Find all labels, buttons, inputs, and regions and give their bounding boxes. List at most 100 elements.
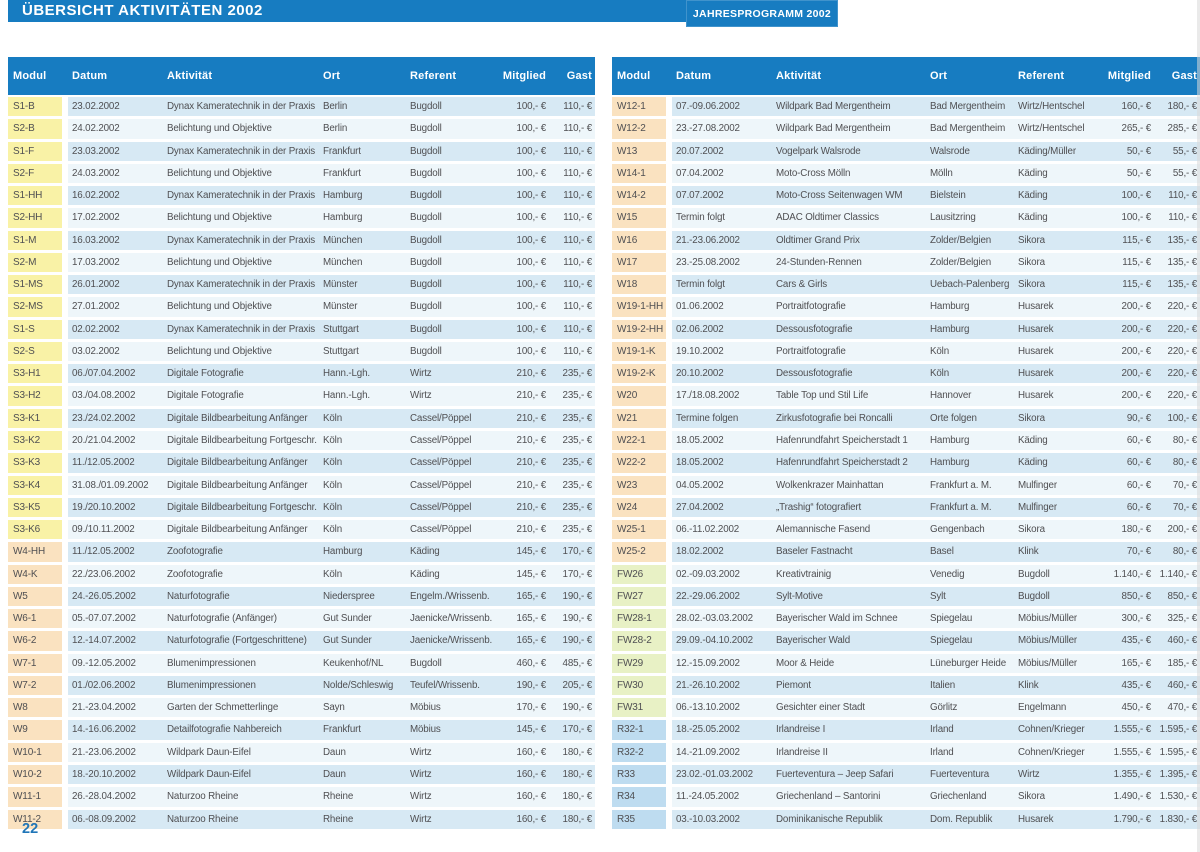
cell-modul: W7-1 bbox=[8, 653, 62, 673]
cell-mitglied: 210,- € bbox=[516, 479, 546, 491]
row-band: 23.03.2002 Dynax Kameratechnik in der Pra… bbox=[68, 141, 595, 161]
cell-aktivitaet: Wildpark Bad Mergentheim bbox=[776, 123, 891, 135]
column-header-mitglied: Mitglied bbox=[1107, 70, 1151, 82]
cell-gast: 470,- € bbox=[1167, 702, 1198, 714]
row-band: 19./20.10.2002 Digitale Bildbearbeitung F… bbox=[68, 497, 595, 518]
row-band: Termin folgt ADAC Oldtimer Classics Lausit… bbox=[672, 208, 1200, 228]
cell-mitglied: 210,- € bbox=[516, 457, 546, 469]
cell-mitglied: 50,- € bbox=[1126, 145, 1151, 157]
cell-referent: Cassel/Pöppel bbox=[410, 479, 472, 491]
cell-aktivitaet: Bayerischer Wald bbox=[776, 635, 851, 647]
cell-referent: Bugdoll bbox=[410, 190, 442, 202]
row-band: 05.-07.07.2002 Naturfotografie (Anfänger)… bbox=[68, 609, 595, 629]
cell-ort: Daun bbox=[323, 768, 346, 780]
table-row: W11-1 26.-28.04.2002 Naturzoo Rheine Rheine… bbox=[8, 787, 595, 807]
cell-referent: Sikora bbox=[1018, 412, 1045, 424]
row-band: 21.-26.10.2002 Piemont Italien Klink 435,- €… bbox=[672, 675, 1200, 696]
cell-ort: München bbox=[323, 234, 363, 246]
cell-modul: W10-1 bbox=[8, 742, 62, 762]
cell-referent: Cassel/Pöppel bbox=[410, 524, 472, 536]
cell-datum: 01.06.2002 bbox=[676, 301, 724, 313]
program-badge: JAHRESPROGRAMM 2002 bbox=[686, 0, 838, 27]
cell-ort: Gut Sunder bbox=[323, 613, 372, 625]
cell-mitglied: 160,- € bbox=[516, 768, 546, 780]
cell-mitglied: 165,- € bbox=[516, 613, 546, 625]
table-row: W6-1 05.-07.07.2002 Naturfotografie (Anfän… bbox=[8, 609, 595, 629]
row-band: 20.07.2002 Vogelpark Walsrode Walsrode Kädi… bbox=[672, 141, 1200, 161]
cell-modul: W22-2 bbox=[612, 453, 666, 473]
cell-mitglied: 1.555,- € bbox=[1113, 746, 1151, 758]
table-row: W7-1 09.-12.05.2002 Blumenimpressionen Keuk… bbox=[8, 653, 595, 673]
cell-datum: Termin folgt bbox=[676, 279, 725, 291]
cell-datum: 18.-25.05.2002 bbox=[676, 724, 740, 736]
cell-modul: W19-2-HH bbox=[612, 319, 666, 339]
cell-referent: Bugdoll bbox=[410, 212, 442, 224]
cell-gast: 110,- € bbox=[563, 145, 592, 157]
cell-mitglied: 210,- € bbox=[516, 368, 546, 380]
table-header: Modul Datum Aktivität Ort Referent Mitgl… bbox=[8, 57, 595, 95]
cell-mitglied: 145,- € bbox=[516, 546, 546, 558]
table-row: W16 21.-23.06.2002 Oldtimer Grand Prix Zold… bbox=[612, 230, 1200, 250]
cell-referent: Husarek bbox=[1018, 368, 1054, 380]
cell-datum: 23.-25.08.2002 bbox=[676, 256, 740, 268]
cell-ort: Hamburg bbox=[323, 190, 363, 202]
cell-datum: 16.03.2002 bbox=[72, 234, 120, 246]
row-band: 02.02.2002 Dynax Kameratechnik in der Pra… bbox=[68, 319, 595, 339]
cell-referent: Teufel/Wrissenb. bbox=[410, 679, 480, 691]
cell-aktivitaet: Dominikanische Republik bbox=[776, 813, 883, 825]
cell-mitglied: 1.490,- € bbox=[1113, 791, 1151, 803]
cell-ort: München bbox=[323, 256, 363, 268]
cell-gast: 100,- € bbox=[1167, 412, 1198, 424]
table-row: W4-HH 11./12.05.2002 Zoofotografie Hamburg K… bbox=[8, 542, 595, 562]
cell-gast: 220,- € bbox=[1167, 390, 1198, 402]
cell-referent: Husarek bbox=[1018, 390, 1054, 402]
cell-modul: S3-K6 bbox=[8, 520, 62, 540]
cell-datum: 14.-16.06.2002 bbox=[72, 724, 136, 736]
cell-modul: W8 bbox=[8, 698, 62, 718]
row-band: 03./04.08.2002 Digitale Fotografie Hann.-L… bbox=[68, 386, 595, 406]
cell-mitglied: 100,- € bbox=[516, 323, 546, 335]
cell-mitglied: 1.790,- € bbox=[1113, 813, 1151, 825]
cell-ort: Mölln bbox=[930, 167, 953, 179]
cell-aktivitaet: Portraitfotografie bbox=[776, 345, 846, 357]
cell-mitglied: 100,- € bbox=[516, 101, 546, 112]
cell-aktivitaet: Garten der Schmetterlinge bbox=[167, 702, 279, 714]
column-header-aktivitaet: Aktivität bbox=[776, 70, 822, 82]
cell-modul: FW30 bbox=[612, 675, 666, 696]
cell-mitglied: 435,- € bbox=[1121, 679, 1151, 691]
cell-ort: Spiegelau bbox=[930, 635, 973, 647]
cell-modul: S2-M bbox=[8, 252, 62, 273]
table-row: W22-2 18.05.2002 Hafenrundfahrt Speicherst… bbox=[612, 453, 1200, 473]
cell-mitglied: 115,- € bbox=[1122, 256, 1151, 268]
row-band: 03.02.2002 Belichtung und Objektive Stuttg… bbox=[68, 341, 595, 362]
row-band: 20./21.04.2002 Digitale Bildbearbeitung F… bbox=[68, 430, 595, 451]
cell-mitglied: 180,- € bbox=[1121, 524, 1151, 536]
cell-modul: W19-1-HH bbox=[612, 297, 666, 317]
cell-referent: Cassel/Pöppel bbox=[410, 457, 472, 469]
row-band: 24.02.2002 Belichtung und Objektive Berlin… bbox=[68, 119, 595, 139]
cell-aktivitaet: Zoofotografie bbox=[167, 568, 223, 580]
cell-ort: Italien bbox=[930, 679, 956, 691]
cell-datum: 21.-23.04.2002 bbox=[72, 702, 136, 714]
program-badge-label: JAHRESPROGRAMM 2002 bbox=[692, 7, 832, 20]
cell-aktivitaet: Table Top und Stil Life bbox=[776, 390, 869, 402]
table-row: W19-1-K 19.10.2002 Portraitfotografie Köln H… bbox=[612, 341, 1200, 362]
cell-referent: Bugdoll bbox=[410, 234, 442, 246]
cell-gast: 190,- € bbox=[562, 702, 593, 714]
table-row: W10-1 21.-23.06.2002 Wildpark Daun-Eifel Da… bbox=[8, 742, 595, 762]
cell-modul: FW27 bbox=[612, 586, 666, 607]
cell-referent: Käding/Müller bbox=[1018, 145, 1076, 157]
cell-gast: 235,- € bbox=[562, 479, 593, 491]
table-row: W14-1 07.04.2002 Moto-Cross Mölln Mölln Kädi… bbox=[612, 163, 1200, 184]
cell-gast: 235,- € bbox=[562, 524, 593, 536]
cell-aktivitaet: Dynax Kameratechnik in der Praxis bbox=[167, 145, 316, 157]
cell-aktivitaet: Belichtung und Objektive bbox=[167, 301, 272, 313]
cell-modul: S3-K4 bbox=[8, 475, 62, 495]
cell-ort: Venedig bbox=[930, 568, 965, 580]
cell-aktivitaet: Sylt-Motive bbox=[776, 590, 823, 602]
cell-aktivitaet: Wolkenkrazer Mainhattan bbox=[776, 479, 884, 491]
cell-referent: Bugdoll bbox=[1018, 590, 1050, 602]
cell-mitglied: 50,- € bbox=[1126, 167, 1151, 179]
row-band: 21.-23.04.2002 Garten der Schmetterlinge S… bbox=[68, 698, 595, 718]
row-band: 19.10.2002 Portraitfotografie Köln Husarek 2… bbox=[672, 341, 1200, 362]
